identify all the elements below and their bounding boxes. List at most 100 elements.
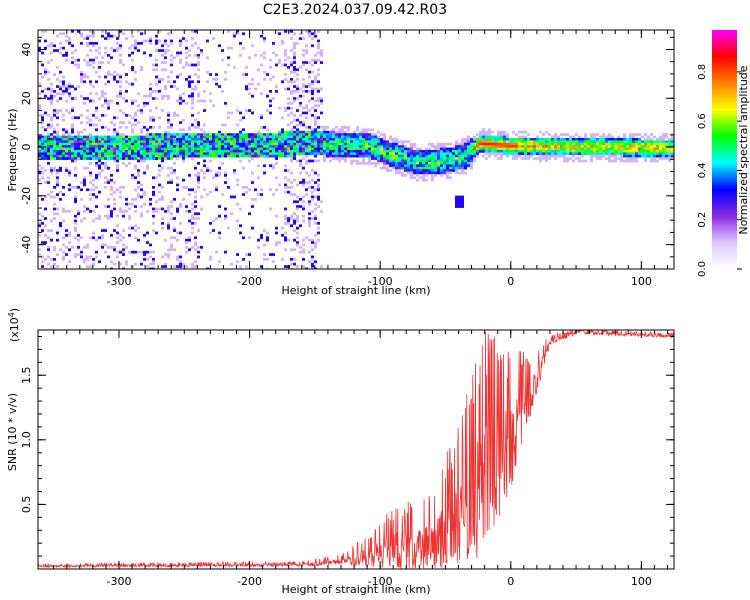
spectrogram-cell bbox=[176, 183, 179, 187]
spectrogram-cell bbox=[398, 140, 401, 144]
spectrogram-cell bbox=[623, 142, 626, 146]
spectrogram-cell bbox=[326, 133, 329, 136]
spectrogram-cell bbox=[422, 174, 425, 177]
spectrogram-cell bbox=[176, 147, 179, 151]
spectrogram-cell bbox=[248, 140, 251, 144]
spectrogram-cell bbox=[317, 142, 320, 146]
spectrogram-cell bbox=[44, 241, 47, 244]
spectrogram-cell bbox=[242, 140, 245, 144]
spectrogram-cell bbox=[197, 135, 200, 139]
spectrogram-cell bbox=[299, 94, 302, 98]
spectrogram-cell bbox=[557, 138, 560, 141]
spectrogram-cell bbox=[62, 157, 65, 160]
spectrogram-cell bbox=[584, 138, 587, 141]
spectrogram-cell bbox=[494, 140, 497, 144]
colorbar-label: Normalized spectral amplitude bbox=[737, 65, 750, 234]
spectrogram-cell bbox=[128, 46, 131, 50]
spectrogram-cell bbox=[77, 186, 80, 189]
spectrogram-cell bbox=[278, 152, 281, 156]
spectrogram-cell bbox=[335, 152, 338, 156]
spectrogram-cell bbox=[185, 186, 188, 189]
spectrogram-cell bbox=[266, 133, 269, 136]
spectrogram-cell bbox=[47, 152, 50, 156]
spectrogram-cell bbox=[47, 162, 50, 165]
spectrogram-cell bbox=[260, 265, 263, 268]
spectrogram-cell bbox=[77, 145, 80, 148]
spectrogram-cell bbox=[644, 157, 647, 160]
spectrogram-cell bbox=[251, 150, 254, 153]
spectrogram-cell bbox=[458, 162, 461, 165]
spectrogram-cell bbox=[428, 147, 431, 151]
spectrogram-cell bbox=[368, 154, 371, 158]
spectrogram-cell bbox=[83, 217, 86, 220]
spectrogram-cell bbox=[128, 217, 131, 220]
spectrogram-cell bbox=[476, 138, 479, 141]
spectrogram-cell bbox=[128, 226, 131, 230]
spectrogram-cell bbox=[272, 166, 275, 170]
spectrogram-cell bbox=[122, 63, 125, 67]
spectrogram-cell bbox=[518, 147, 521, 151]
spectrogram-cell bbox=[188, 135, 191, 139]
spectrogram-cell bbox=[158, 169, 161, 172]
spectrogram-cell bbox=[341, 142, 344, 146]
spectrogram-cell bbox=[110, 138, 113, 141]
spectrogram-cell bbox=[224, 133, 227, 136]
spectrogram-cell bbox=[461, 169, 464, 172]
spectrogram-cell bbox=[392, 138, 395, 141]
spectrogram-cell bbox=[470, 140, 473, 144]
spectrogram-cell bbox=[308, 147, 311, 151]
spectrogram-cell bbox=[74, 154, 77, 158]
spectrogram-cell bbox=[362, 162, 365, 165]
spectrogram-cell bbox=[47, 138, 50, 141]
spectrogram-cell bbox=[56, 116, 59, 120]
spectrogram-cell bbox=[590, 135, 593, 139]
spectrogram-cell bbox=[305, 106, 308, 110]
spectrogram-cell bbox=[617, 150, 620, 153]
spectrogram-cell bbox=[65, 85, 68, 88]
spectrogram-cell bbox=[134, 140, 137, 144]
spectrogram-cell bbox=[83, 80, 86, 84]
spectrogram-cell bbox=[479, 138, 482, 141]
spectrogram-cell bbox=[401, 157, 404, 160]
spectrogram-cell bbox=[179, 128, 182, 132]
spectrogram-cell bbox=[269, 154, 272, 158]
spectrogram-cell bbox=[131, 116, 134, 120]
spectrogram-cell bbox=[344, 147, 347, 151]
spectrogram-cell bbox=[212, 140, 215, 144]
spectrogram-cell bbox=[218, 130, 221, 134]
spectrogram-cell bbox=[458, 166, 461, 170]
spectrogram-cell bbox=[485, 140, 488, 144]
spectrogram-cell bbox=[350, 147, 353, 151]
spectrogram-cell bbox=[626, 154, 629, 158]
spectrogram-cell bbox=[497, 147, 500, 151]
spectrogram-cell bbox=[131, 157, 134, 160]
spectrogram-cell bbox=[413, 150, 416, 153]
spectrogram-cell bbox=[296, 97, 299, 100]
spectrogram-cell bbox=[671, 154, 674, 158]
spectrogram-cell bbox=[389, 152, 392, 156]
spectrogram-cell bbox=[323, 147, 326, 151]
spectrogram-cell bbox=[41, 147, 44, 151]
spectrogram-cell bbox=[233, 34, 236, 38]
spectrogram-cell bbox=[671, 142, 674, 146]
spectrogram-cell bbox=[227, 30, 230, 33]
spectrogram-cell bbox=[182, 37, 185, 40]
spectrogram-cell bbox=[356, 126, 359, 129]
spectrogram-cell bbox=[398, 166, 401, 170]
spectrogram-cell bbox=[161, 255, 164, 259]
spectrogram-cell bbox=[542, 154, 545, 158]
spectrogram-cell bbox=[404, 140, 407, 144]
spectrogram-cell bbox=[308, 200, 311, 204]
spectrogram-cell bbox=[224, 135, 227, 139]
spectrogram-cell bbox=[98, 61, 101, 64]
spectrogram-cell bbox=[251, 78, 254, 81]
spectrogram-cell bbox=[188, 63, 191, 67]
spectrogram-cell bbox=[101, 162, 104, 165]
spectrogram-cell bbox=[179, 231, 182, 235]
spectrogram-cell bbox=[149, 198, 152, 201]
spectrogram-cell bbox=[290, 111, 293, 115]
spectrogram-cell bbox=[605, 138, 608, 141]
spectrogram-cell bbox=[77, 253, 80, 256]
spectrogram-cell bbox=[374, 154, 377, 158]
spectrogram-cell bbox=[221, 90, 224, 93]
